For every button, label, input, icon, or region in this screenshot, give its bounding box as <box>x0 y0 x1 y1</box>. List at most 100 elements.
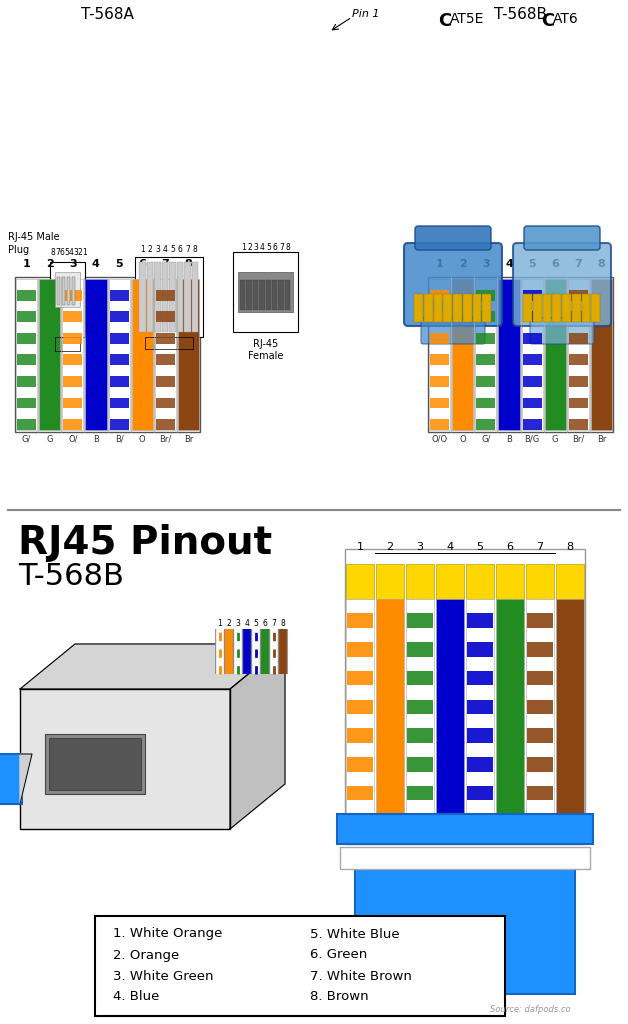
Bar <box>156 333 175 344</box>
Bar <box>556 564 584 599</box>
Text: 1: 1 <box>357 542 364 552</box>
Bar <box>407 613 433 628</box>
Polygon shape <box>55 337 80 351</box>
Bar <box>347 728 373 742</box>
Bar <box>49 738 141 790</box>
Bar <box>178 279 199 430</box>
Bar <box>20 689 230 829</box>
Bar <box>17 333 36 344</box>
Bar <box>17 397 36 409</box>
Bar <box>543 294 551 322</box>
Bar <box>246 280 252 310</box>
Bar <box>466 599 494 829</box>
Bar <box>533 294 541 322</box>
Bar <box>161 262 168 332</box>
Bar <box>466 564 494 599</box>
Text: 6: 6 <box>507 542 514 552</box>
Bar <box>569 397 588 409</box>
Text: 5: 5 <box>64 248 69 257</box>
Bar <box>496 599 524 829</box>
Bar <box>569 354 588 366</box>
Bar <box>467 671 493 685</box>
Bar <box>499 279 519 430</box>
Text: 6: 6 <box>551 259 559 269</box>
Bar <box>522 333 541 344</box>
Bar <box>527 699 553 714</box>
Bar <box>63 419 82 430</box>
Bar <box>522 311 541 323</box>
Bar <box>476 290 495 301</box>
Bar <box>109 290 129 301</box>
FancyBboxPatch shape <box>513 243 611 326</box>
Text: 2: 2 <box>247 243 252 252</box>
Text: 8: 8 <box>286 243 290 252</box>
Bar <box>430 311 449 323</box>
Bar <box>146 262 153 332</box>
Bar <box>569 419 588 430</box>
Bar <box>135 257 203 337</box>
Bar <box>240 280 246 310</box>
Bar <box>475 279 496 430</box>
Bar <box>569 290 588 301</box>
Bar <box>467 815 493 829</box>
Bar <box>109 333 129 344</box>
Bar <box>376 599 404 829</box>
Bar <box>17 419 36 430</box>
Bar <box>259 280 264 310</box>
Text: 4: 4 <box>244 618 249 628</box>
Bar <box>278 280 284 310</box>
Bar <box>433 294 442 322</box>
Text: O: O <box>139 435 146 444</box>
FancyBboxPatch shape <box>404 243 502 326</box>
Bar <box>347 699 373 714</box>
Bar <box>0 512 628 1024</box>
Bar <box>407 815 433 829</box>
Bar <box>569 376 588 387</box>
Polygon shape <box>145 337 193 349</box>
Text: 8: 8 <box>185 259 192 269</box>
Bar <box>568 279 589 430</box>
Text: RJ-45 Male
Plug: RJ-45 Male Plug <box>8 232 60 255</box>
Bar <box>406 564 434 599</box>
Bar <box>63 290 82 301</box>
Text: T-568B: T-568B <box>18 562 124 591</box>
Bar <box>233 252 298 332</box>
Bar <box>424 294 433 322</box>
Bar <box>467 642 493 656</box>
Text: 7: 7 <box>55 248 60 257</box>
Bar <box>443 294 452 322</box>
Bar <box>340 847 590 869</box>
Bar <box>169 262 175 332</box>
Text: 5: 5 <box>477 542 484 552</box>
Bar <box>154 262 161 332</box>
Bar <box>57 278 60 305</box>
FancyBboxPatch shape <box>415 226 491 250</box>
FancyBboxPatch shape <box>530 318 594 344</box>
Text: Source: dafpods.co: Source: dafpods.co <box>490 1005 571 1014</box>
Bar <box>50 262 85 337</box>
Bar <box>407 671 433 685</box>
Bar <box>472 294 481 322</box>
Bar <box>527 613 553 628</box>
Bar <box>17 376 36 387</box>
Text: AT5E: AT5E <box>450 12 484 26</box>
Text: B: B <box>93 435 99 444</box>
Text: 3: 3 <box>236 618 241 628</box>
Bar <box>527 785 553 800</box>
Text: 1: 1 <box>23 259 30 269</box>
Text: C: C <box>541 12 555 30</box>
Bar <box>527 728 553 742</box>
Text: B/G: B/G <box>524 435 539 444</box>
Text: 5: 5 <box>170 245 175 254</box>
Polygon shape <box>20 644 285 689</box>
Bar <box>407 699 433 714</box>
Bar <box>476 354 495 366</box>
Bar <box>72 278 75 305</box>
Bar <box>476 376 495 387</box>
Bar <box>42 287 52 322</box>
Text: 6. Green: 6. Green <box>310 948 367 962</box>
Bar <box>522 376 541 387</box>
Text: O: O <box>459 435 466 444</box>
Text: 3: 3 <box>73 248 78 257</box>
Text: 4. Blue: 4. Blue <box>113 990 160 1004</box>
